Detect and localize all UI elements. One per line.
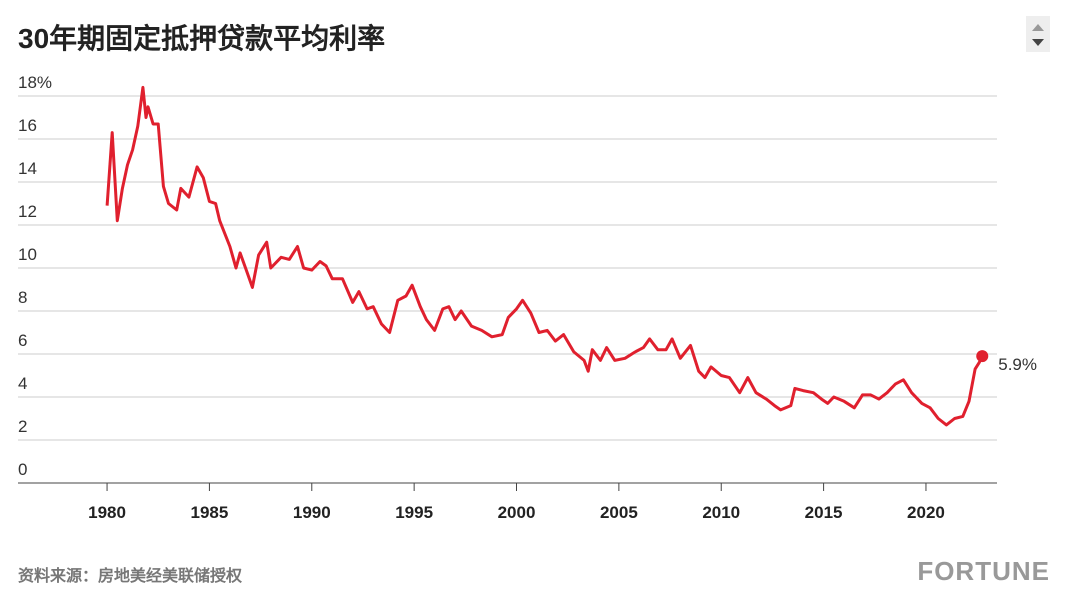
y-tick-label: 18% bbox=[18, 73, 52, 92]
source: 资料来源：房地美经美联储授权 bbox=[18, 566, 243, 585]
chart-title: 30年期固定抵押贷款平均利率 bbox=[18, 22, 385, 54]
y-tick-label: 14 bbox=[18, 159, 37, 178]
end-label: 5.9% bbox=[998, 355, 1037, 374]
y-tick-label: 2 bbox=[18, 417, 27, 436]
x-tick-label: 2005 bbox=[600, 503, 638, 522]
brand: FORTUNE bbox=[917, 556, 1050, 586]
y-tick-label: 10 bbox=[18, 245, 37, 264]
y-tick-label: 4 bbox=[18, 374, 27, 393]
scroll-up[interactable] bbox=[1032, 24, 1044, 31]
y-tick-label: 12 bbox=[18, 202, 37, 221]
y-tick-label: 16 bbox=[18, 116, 37, 135]
y-tick-label: 0 bbox=[18, 460, 27, 479]
x-tick-label: 1990 bbox=[293, 503, 331, 522]
y-tick-label: 8 bbox=[18, 288, 27, 307]
y-tick-label: 6 bbox=[18, 331, 27, 350]
x-tick-label: 1980 bbox=[88, 503, 126, 522]
scroll-down[interactable] bbox=[1032, 39, 1044, 46]
x-tick-label: 2000 bbox=[498, 503, 536, 522]
x-tick-label: 1985 bbox=[191, 503, 229, 522]
x-tick-label: 1995 bbox=[395, 503, 433, 522]
end-marker bbox=[976, 350, 989, 363]
x-tick-label: 2015 bbox=[805, 503, 843, 522]
line bbox=[105, 85, 984, 427]
x-tick-label: 2020 bbox=[907, 503, 945, 522]
x-tick-label: 2010 bbox=[702, 503, 740, 522]
scroll-control[interactable] bbox=[1026, 16, 1050, 52]
